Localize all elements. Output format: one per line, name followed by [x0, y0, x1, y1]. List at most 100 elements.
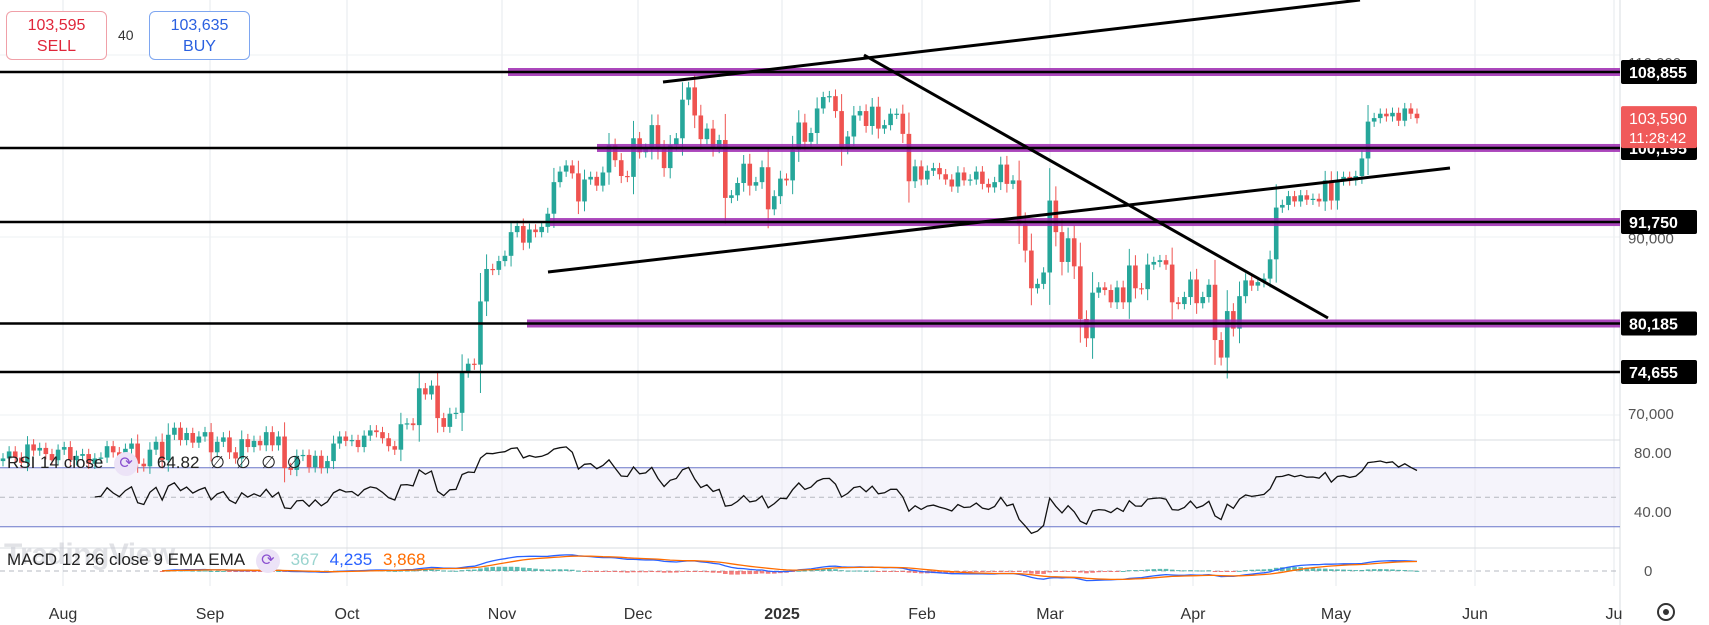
candle [208, 423, 214, 462]
candle [141, 458, 147, 472]
rsi-legend[interactable]: RSI 14 close ⟳ 64.82 ∅ ∅ ∅ ∅ [7, 452, 308, 476]
candle-body [1151, 261, 1157, 265]
macd-histogram-bar [882, 571, 887, 572]
candle-body [1127, 265, 1132, 303]
rsi-line [94, 446, 1418, 535]
macd-histogram-bar [404, 570, 410, 572]
candle-body [410, 423, 416, 426]
candle-body [802, 122, 808, 142]
tradingview-watermark: TradingView [4, 538, 175, 571]
candle-body [159, 441, 165, 461]
candle [1243, 273, 1248, 304]
candle-body [753, 182, 759, 186]
macd-histogram-bar [845, 570, 851, 572]
candle-body [1316, 198, 1322, 202]
time-axis-label: Ju [1606, 606, 1623, 623]
sell-button[interactable]: 103,595 SELL [6, 11, 107, 60]
candle-body [441, 418, 447, 427]
macd-histogram-bar [625, 571, 630, 573]
candle [943, 168, 948, 185]
candle [961, 167, 967, 186]
candle [1175, 297, 1181, 310]
rsi-settings-icon[interactable]: ⟳ [114, 452, 139, 476]
candle-body [533, 229, 538, 233]
candle [74, 450, 79, 466]
candle [1329, 171, 1334, 210]
candle-body [839, 111, 844, 149]
macd-histogram-bar [655, 571, 661, 573]
macd-histogram-bar [1065, 571, 1071, 572]
candle-body [1182, 297, 1187, 305]
macd-histogram-bar [796, 570, 802, 572]
macd-histogram-bar [612, 571, 618, 572]
macd-histogram-bar [1286, 566, 1291, 571]
macd-histogram-bar [1310, 568, 1316, 571]
candle-body [765, 167, 771, 210]
candle-body [894, 113, 899, 115]
candle [888, 108, 893, 131]
level-price-label: 108,855 [1629, 65, 1687, 82]
candle-body [153, 441, 159, 450]
candle [618, 153, 624, 184]
candle-body [263, 432, 269, 446]
macd-histogram-bar [1329, 569, 1334, 571]
candle [900, 104, 906, 143]
buy-button[interactable]: 103,635 BUY [149, 11, 250, 60]
sell-price: 103,595 [27, 17, 86, 34]
candle-body [882, 125, 887, 129]
macd-legend[interactable]: MACD 12 26 close 9 EMA EMA ⟳ 367 4,235 3… [7, 549, 432, 573]
macd-histogram-bar [459, 570, 465, 572]
candle [1206, 279, 1212, 303]
candle-body [1041, 272, 1046, 284]
candle [686, 81, 691, 106]
candle-body [1390, 112, 1395, 117]
candle-body [1206, 284, 1212, 298]
candle-body [1145, 264, 1150, 290]
macd-histogram-bar [1157, 568, 1163, 571]
candle [514, 220, 520, 238]
candle [1377, 108, 1383, 124]
macd-histogram-bar [159, 571, 165, 572]
macd-histogram-bar [1243, 570, 1248, 572]
candle [1408, 103, 1414, 119]
candle [1127, 248, 1132, 319]
candle [1200, 291, 1206, 309]
candle-body [545, 213, 551, 227]
macd-histogram-bar [1145, 569, 1150, 571]
candle-body [1292, 196, 1297, 202]
macd-histogram-bar [631, 571, 636, 573]
candle-body [61, 447, 67, 450]
candle [863, 104, 869, 133]
candle-body [747, 163, 753, 186]
time-axis-label: 2025 [764, 606, 800, 623]
level-price-tag [1621, 311, 1697, 336]
macd-settings-icon[interactable]: ⟳ [255, 549, 280, 573]
macd-histogram-bar [1261, 569, 1267, 571]
macd-histogram-bar [600, 571, 606, 572]
candle-body [1304, 195, 1310, 200]
candle-body [135, 443, 140, 464]
candle-body [165, 434, 171, 461]
macd-histogram-bar [1396, 569, 1401, 571]
macd-histogram-bar [1188, 570, 1193, 572]
macd-histogram-bar [582, 571, 587, 572]
macd-histogram-bar [594, 571, 600, 572]
candle [606, 133, 612, 185]
time-axis-label: May [1321, 606, 1351, 623]
macd-histogram-bar [863, 570, 869, 572]
macd-histogram-bar [239, 571, 245, 572]
candle-body [423, 388, 428, 395]
candle-body [527, 229, 532, 243]
macd-histogram-bar [753, 571, 759, 574]
macd-histogram-bar [723, 571, 728, 574]
candle [386, 433, 391, 452]
rsi-value: 64.82 [156, 453, 200, 473]
candle [6, 446, 12, 464]
macd-histogram-bar [569, 569, 575, 571]
candle-body [557, 171, 563, 183]
chart-settings-icon[interactable] [1657, 603, 1675, 621]
candle-body [710, 128, 716, 148]
candle [1010, 175, 1016, 190]
candle-body [355, 440, 361, 448]
